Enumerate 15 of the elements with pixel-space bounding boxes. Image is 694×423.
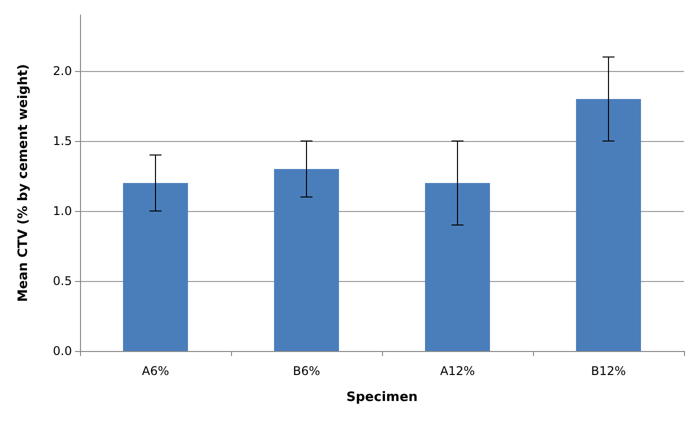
- x-tick-label: A6%: [142, 364, 170, 378]
- y-tick-label: 0.5: [52, 274, 72, 288]
- y-axis-title: Mean CTV (% by cement weight): [16, 64, 31, 302]
- y-tick-label: 1.5: [52, 134, 72, 148]
- y-tick-label: 0.0: [52, 344, 72, 358]
- bar: [425, 183, 490, 351]
- x-tick-label: B12%: [591, 364, 626, 378]
- bar: [123, 183, 188, 351]
- y-tick-label: 1.0: [52, 204, 72, 218]
- x-axis-title: Specimen: [346, 390, 418, 405]
- bar: [576, 99, 641, 351]
- x-tick-label: B6%: [292, 364, 320, 378]
- bar: [274, 169, 339, 351]
- y-tick-label: 2.0: [52, 64, 72, 78]
- x-tick-label: A12%: [440, 364, 475, 378]
